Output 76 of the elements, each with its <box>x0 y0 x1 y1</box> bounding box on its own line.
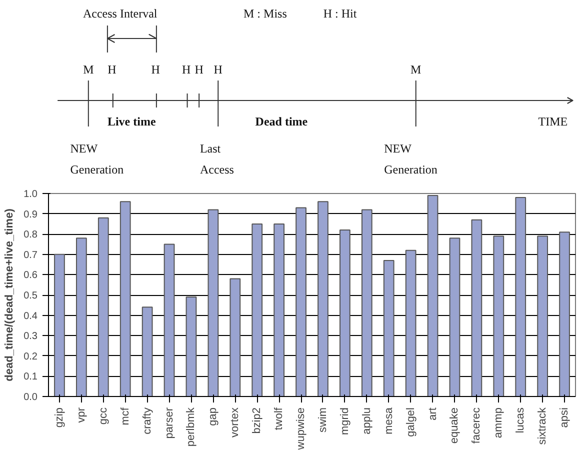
text: H <box>194 62 204 76</box>
text: H <box>182 62 192 76</box>
text: M <box>410 62 422 76</box>
bar <box>76 238 87 396</box>
y-tick-label: 0.5 <box>24 290 38 302</box>
text: NEW Generation <box>70 142 124 176</box>
x-tick-label: apsi <box>558 407 571 428</box>
x-tick-label: bzip2 <box>251 408 264 434</box>
y-tick-label: 0.9 <box>24 209 38 220</box>
x-tick-label: gap <box>207 407 220 426</box>
y-tick-label: 1.0 <box>24 189 38 200</box>
x-tick-label: sixtrack <box>536 407 549 445</box>
text: M <box>83 62 94 76</box>
y-tick-label: 0.2 <box>24 351 38 362</box>
x-tick-label: vortex <box>229 407 242 438</box>
text: H <box>151 62 160 76</box>
bar <box>471 219 482 396</box>
x-tick-label: mcf <box>119 406 132 426</box>
bar <box>515 197 526 396</box>
bar <box>120 201 131 396</box>
text: H <box>214 62 223 76</box>
y-tick-label: 0.1 <box>24 372 38 383</box>
bar <box>427 195 438 396</box>
bar <box>361 209 372 396</box>
bar <box>537 236 548 396</box>
x-tick-label: applu <box>360 407 373 434</box>
x-tick-label: mgrid <box>338 407 351 436</box>
x-tick-label: art <box>426 407 439 420</box>
bar <box>208 209 219 396</box>
bar <box>318 201 328 396</box>
bar <box>230 278 241 396</box>
bar <box>405 250 416 396</box>
bar <box>54 254 65 396</box>
bar <box>296 207 306 396</box>
y-tick-label: 0.7 <box>24 250 38 261</box>
bar <box>252 223 263 396</box>
y-axis-title: dead_time/(dead_time+live_time) <box>4 208 16 382</box>
text: M : Miss <box>244 6 288 20</box>
text: H <box>108 62 117 76</box>
x-tick-label: twolf <box>273 406 286 430</box>
bar <box>559 232 570 396</box>
y-tick-label: 0.3 <box>24 331 38 342</box>
x-tick-label: equake <box>448 407 461 444</box>
x-tick-label: gzip <box>53 407 66 428</box>
x-tick-label: gcc <box>97 407 110 425</box>
text: NEW Generation <box>384 142 438 176</box>
y-tick-label: 0.0 <box>24 392 38 403</box>
x-tick-label: perlbmk <box>185 407 198 447</box>
x-tick-label: swim <box>316 407 329 433</box>
bar <box>339 230 350 396</box>
y-tick-label: 0.6 <box>24 270 38 282</box>
y-tick-label: 0.4 <box>24 310 38 322</box>
text: TIME <box>538 114 568 128</box>
y-tick-label: 0.8 <box>24 230 38 241</box>
bar <box>274 223 285 396</box>
bar <box>493 236 504 396</box>
bar <box>449 238 460 396</box>
x-tick-label: mesa <box>382 406 395 434</box>
x-tick-label: crafty <box>141 407 154 434</box>
x-tick-label: ammp <box>492 408 505 438</box>
bar <box>383 260 394 396</box>
x-tick-label: lucas <box>514 407 527 434</box>
x-tick-label: facerec <box>470 407 483 444</box>
bar <box>164 244 175 396</box>
x-tick-label: wupwise <box>295 407 308 451</box>
x-tick-label: galgel <box>404 408 417 437</box>
text: Dead time <box>255 114 308 128</box>
text: Live time <box>107 114 156 128</box>
text: Last Access <box>200 142 234 176</box>
text: Access Interval <box>82 6 158 20</box>
bar <box>186 296 197 396</box>
bar <box>98 217 109 396</box>
text: H : Hit <box>323 6 358 20</box>
x-tick-label: parser <box>163 407 176 439</box>
x-tick-label: vpr <box>75 407 88 423</box>
bar <box>142 306 153 396</box>
